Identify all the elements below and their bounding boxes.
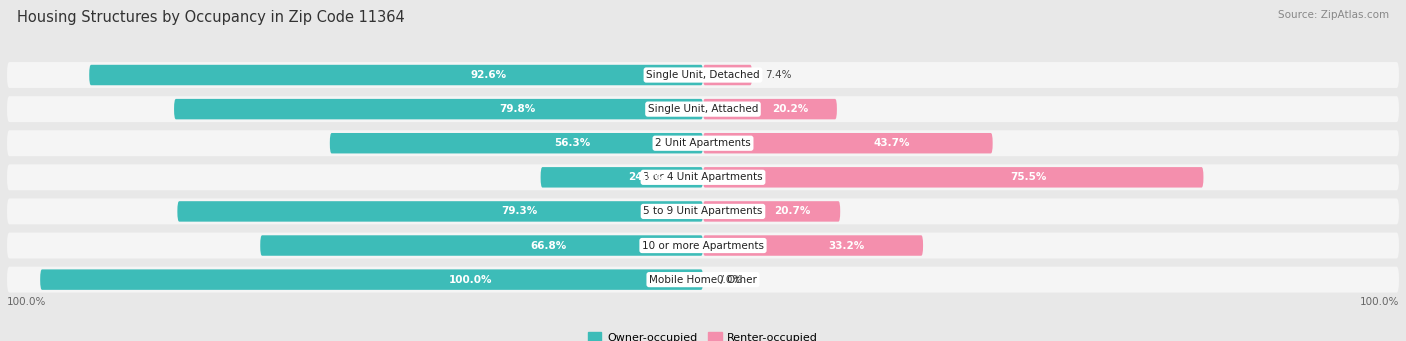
Text: 75.5%: 75.5% bbox=[1010, 172, 1046, 182]
Text: 20.7%: 20.7% bbox=[773, 206, 810, 217]
Text: 2 Unit Apartments: 2 Unit Apartments bbox=[655, 138, 751, 148]
FancyBboxPatch shape bbox=[703, 201, 841, 222]
FancyBboxPatch shape bbox=[703, 167, 1204, 188]
FancyBboxPatch shape bbox=[7, 96, 1399, 122]
Text: 20.2%: 20.2% bbox=[772, 104, 808, 114]
FancyBboxPatch shape bbox=[7, 130, 1399, 156]
Text: 56.3%: 56.3% bbox=[554, 138, 591, 148]
Text: 100.0%: 100.0% bbox=[7, 297, 46, 307]
FancyBboxPatch shape bbox=[260, 235, 703, 256]
FancyBboxPatch shape bbox=[177, 201, 703, 222]
FancyBboxPatch shape bbox=[7, 62, 1399, 88]
FancyBboxPatch shape bbox=[7, 164, 1399, 190]
FancyBboxPatch shape bbox=[703, 65, 752, 85]
FancyBboxPatch shape bbox=[174, 99, 703, 119]
FancyBboxPatch shape bbox=[703, 133, 993, 153]
Text: Source: ZipAtlas.com: Source: ZipAtlas.com bbox=[1278, 10, 1389, 20]
Text: 92.6%: 92.6% bbox=[470, 70, 506, 80]
Text: 10 or more Apartments: 10 or more Apartments bbox=[643, 240, 763, 251]
FancyBboxPatch shape bbox=[7, 267, 1399, 293]
Text: 79.8%: 79.8% bbox=[499, 104, 536, 114]
FancyBboxPatch shape bbox=[7, 198, 1399, 224]
Text: 5 to 9 Unit Apartments: 5 to 9 Unit Apartments bbox=[644, 206, 762, 217]
FancyBboxPatch shape bbox=[89, 65, 703, 85]
Text: 79.3%: 79.3% bbox=[501, 206, 537, 217]
Text: 33.2%: 33.2% bbox=[828, 240, 865, 251]
Text: 66.8%: 66.8% bbox=[530, 240, 567, 251]
FancyBboxPatch shape bbox=[41, 269, 703, 290]
FancyBboxPatch shape bbox=[703, 235, 924, 256]
Text: 100.0%: 100.0% bbox=[450, 275, 492, 285]
Text: 0.0%: 0.0% bbox=[716, 275, 742, 285]
Text: 7.4%: 7.4% bbox=[765, 70, 792, 80]
Text: Housing Structures by Occupancy in Zip Code 11364: Housing Structures by Occupancy in Zip C… bbox=[17, 10, 405, 25]
Text: 100.0%: 100.0% bbox=[1360, 297, 1399, 307]
Text: 24.5%: 24.5% bbox=[628, 172, 665, 182]
Legend: Owner-occupied, Renter-occupied: Owner-occupied, Renter-occupied bbox=[583, 328, 823, 341]
FancyBboxPatch shape bbox=[540, 167, 703, 188]
Text: 3 or 4 Unit Apartments: 3 or 4 Unit Apartments bbox=[643, 172, 763, 182]
Text: Mobile Home / Other: Mobile Home / Other bbox=[650, 275, 756, 285]
Text: Single Unit, Attached: Single Unit, Attached bbox=[648, 104, 758, 114]
Text: 43.7%: 43.7% bbox=[873, 138, 910, 148]
FancyBboxPatch shape bbox=[703, 99, 837, 119]
Text: Single Unit, Detached: Single Unit, Detached bbox=[647, 70, 759, 80]
FancyBboxPatch shape bbox=[7, 233, 1399, 258]
FancyBboxPatch shape bbox=[330, 133, 703, 153]
